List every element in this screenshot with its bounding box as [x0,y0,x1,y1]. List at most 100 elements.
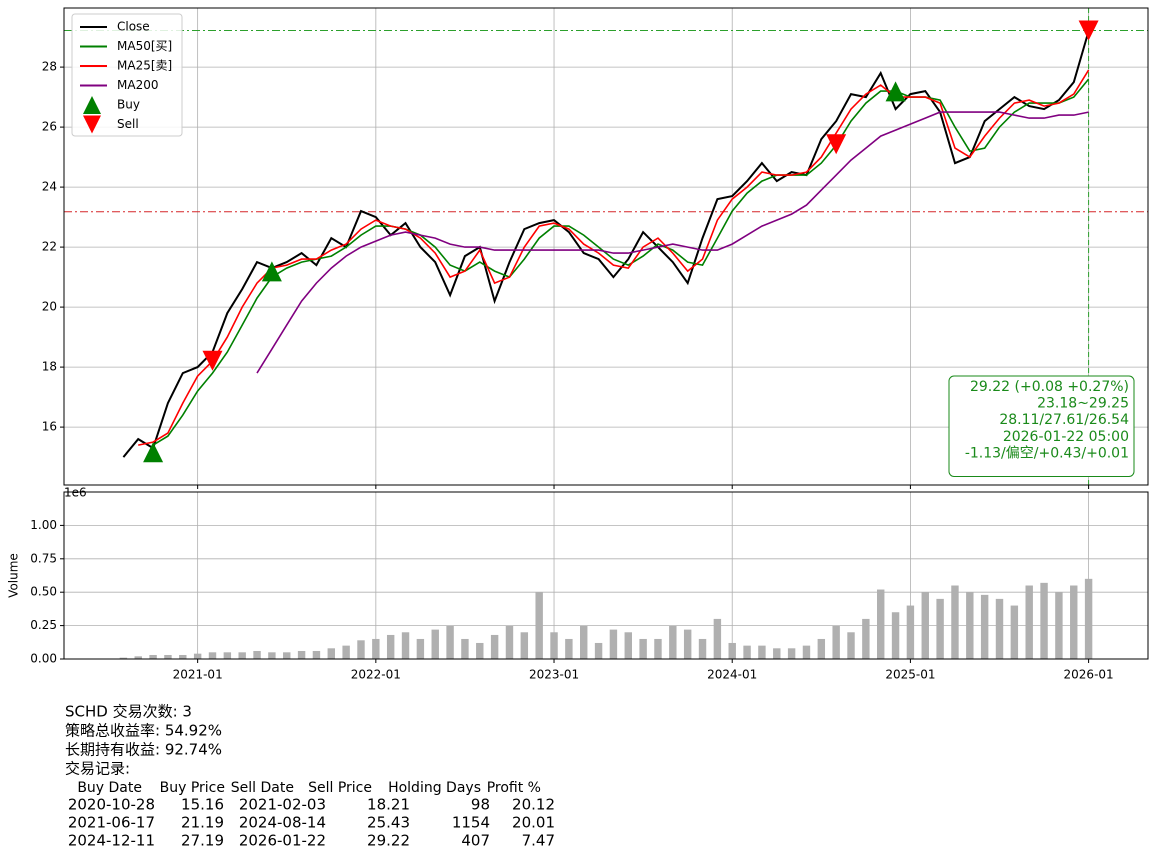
legend-marker [83,115,101,134]
table-header: Sell Price [308,780,372,796]
series-line [138,69,1090,446]
volume-bar [743,645,751,659]
annotation-text: 28.11/27.61/26.54 [999,412,1129,428]
table-cell: 98 [471,796,490,814]
table-cell: 2026-01-22 [239,832,326,850]
offset-label: 1e6 [64,486,87,500]
x-tick-label: 2021-01 [173,668,223,682]
volume-bar [654,638,662,659]
x-tick-label: 2025-01 [885,668,935,682]
volume-bar [119,657,128,659]
volume-bar [327,648,335,659]
volume-bar [683,629,692,659]
y-tick-label: 24 [42,180,57,194]
legend-label: MA200 [117,78,158,92]
table-cell: 2024-12-11 [68,832,155,850]
y-tick-label: 1.00 [30,518,57,532]
volume-bar [609,629,618,659]
y-tick-label: 20 [42,300,57,314]
y-tick-label: 22 [42,240,57,254]
volume-bar [520,632,529,659]
volume-bar [728,642,736,659]
series-line [152,78,1090,446]
table-cell: 18.21 [367,796,410,814]
volume-bar [268,652,276,659]
volume-bar [580,625,588,659]
volume-bar [966,592,974,659]
sell-marker [826,134,847,155]
volume-bar [490,634,499,659]
table-header: Buy Price [160,780,225,796]
buy-marker [885,81,906,102]
volume-bar [357,640,365,659]
table-cell: 1154 [452,814,490,832]
table-header: Holding Days [388,780,481,796]
volume-bar [891,612,900,659]
table-cell: 27.19 [181,832,224,850]
volume-bar [847,632,855,659]
volume-bar [461,638,469,659]
table-cell: 21.19 [181,814,224,832]
volume-bar [193,653,202,659]
volume-bar [906,605,915,659]
volume-bar [862,618,870,659]
report-line: 策略总收益率: 54.92% [65,722,222,740]
volume-bar [802,645,811,659]
volume-bar [594,642,603,659]
volume-bar [535,592,543,659]
table-cell: 20.01 [512,814,555,832]
y-tick-label: 0.00 [30,652,57,666]
volume-bar [758,645,766,659]
volume-bar [476,642,484,659]
annotation-box [948,375,1135,477]
volume-bar [238,652,246,659]
legend-label: MA50[买] [117,39,172,53]
table-cell: 407 [461,832,490,850]
x-tick-label: 2022-01 [351,668,401,682]
y-tick-label: 0.50 [30,585,57,599]
table-cell: 7.47 [522,832,555,850]
legend-label: MA25[卖] [117,59,172,73]
table-cell: 2024-08-14 [239,814,326,832]
legend-marker [83,96,101,114]
volume-bar [223,652,232,659]
volume-bar [208,652,217,659]
x-tick-label: 2023-01 [529,668,579,682]
volume-bar [877,589,885,659]
volume-bar [787,648,796,659]
report-line: SCHD 交易次数: 3 [65,703,192,721]
volume-bar [401,632,410,659]
volume-bar [312,650,321,659]
table-header: Profit % [487,780,541,796]
x-tick-label: 2026-01 [1064,668,1114,682]
x-tick-label: 2024-01 [707,668,757,682]
volume-bar [1084,578,1093,659]
volume-bar [1040,582,1048,659]
volume-bar [164,654,172,659]
annotation-text: 29.22 (+0.08 +0.27%) [970,379,1129,395]
table-cell: 2021-02-03 [239,796,326,814]
volume-bar [386,634,395,659]
volume-bar [431,629,439,659]
buy-marker [143,442,164,463]
axes-frame [63,491,1149,660]
legend-label: Sell [117,117,139,131]
volume-bar [936,598,944,659]
volume-bar [179,654,187,659]
annotation-text: 2026-01-22 05:00 [1003,429,1129,445]
y-tick-label: 0.75 [30,551,57,565]
volume-bar [698,638,707,659]
volume-bar [565,638,573,659]
y-tick-label: 18 [42,360,57,374]
volume-bar [446,625,454,659]
volume-bar [297,650,306,659]
volume-bar [134,656,142,659]
volume-bar [283,652,291,659]
y-axis-label: Volume [7,553,21,598]
volume-bar [1010,605,1019,659]
y-tick-label: 0.25 [30,618,57,632]
legend-label: Close [117,20,150,34]
volume-bar [832,625,840,659]
annotation-text: -1.13/偏空/+0.43/+0.01 [965,445,1129,461]
